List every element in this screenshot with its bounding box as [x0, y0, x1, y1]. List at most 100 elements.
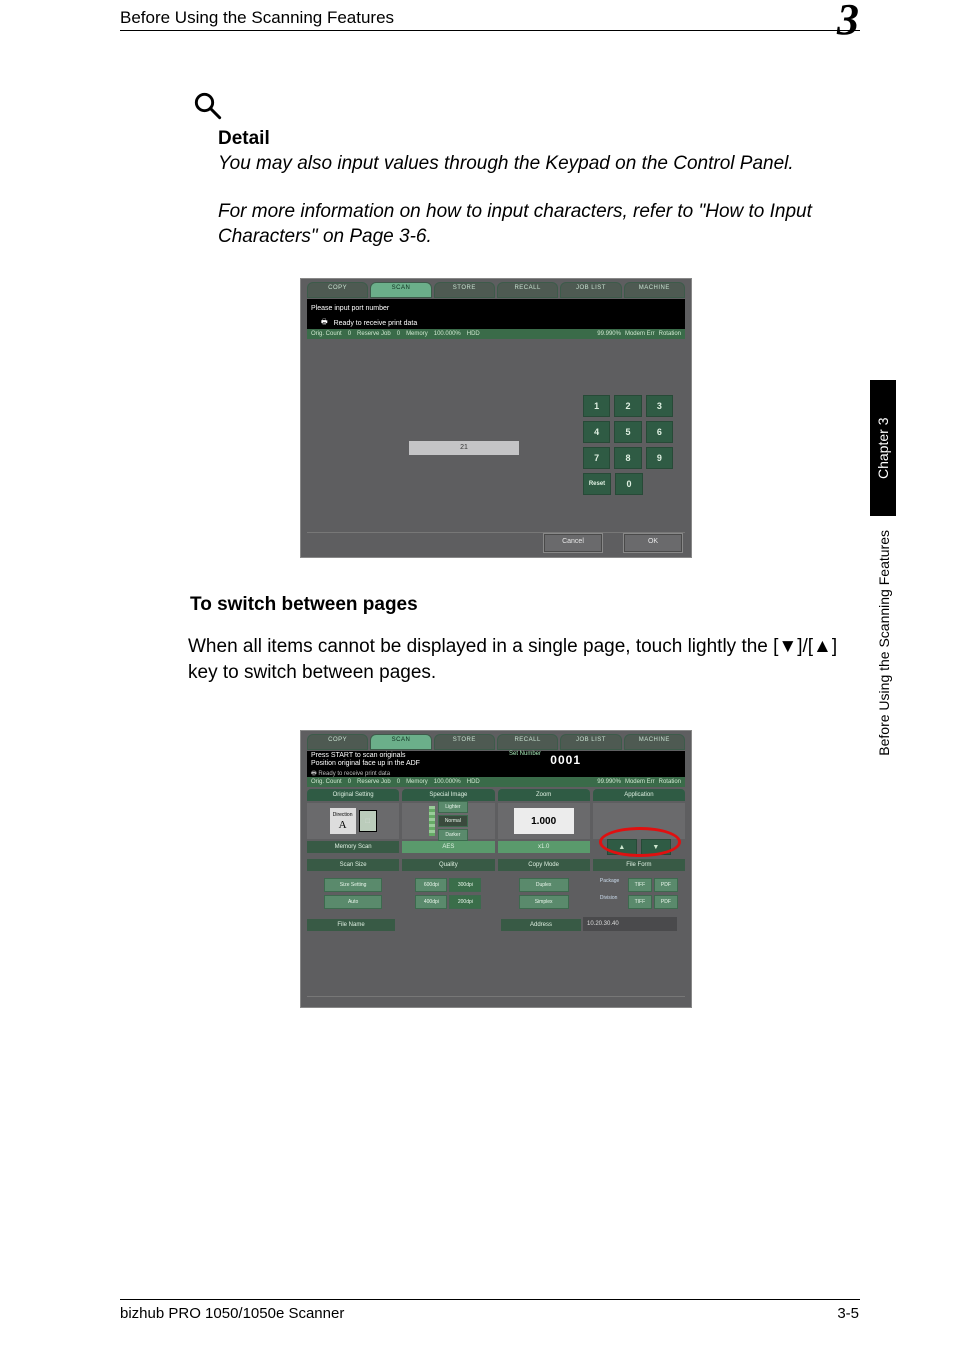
pdf-division-button[interactable]: PDF [654, 895, 678, 909]
keypad-4[interactable]: 4 [583, 421, 610, 443]
keypad-0[interactable]: 0 [615, 473, 643, 495]
dpi-400-button[interactable]: 400dpi [415, 895, 447, 909]
hdd-label: HDD [467, 331, 480, 337]
reserve-label: Reserve Job [357, 331, 391, 337]
quality-row: Size Setting Auto 600dpi 300dpi 400dpi 2… [307, 873, 685, 913]
direction-box[interactable]: Direction A [330, 808, 356, 834]
normal-button[interactable]: Normal [438, 815, 468, 827]
row3-heads: Scan Size Quality Copy Mode File Form [307, 859, 685, 871]
dpi-600-button[interactable]: 600dpi [415, 878, 447, 892]
auto-button[interactable]: Auto [324, 895, 382, 909]
shot2-foot-rule [307, 996, 685, 997]
tab-store[interactable]: STORE [434, 282, 495, 298]
address-button[interactable]: Address [501, 919, 581, 931]
darker-button[interactable]: Darker [438, 829, 468, 841]
fileform-cell: Package TIFF PDF Division TIFF PDF [593, 878, 685, 909]
mode-tabs: COPY SCAN STORE RECALL JOB LIST MACHINE [307, 282, 685, 298]
head-special[interactable]: Special Image [402, 789, 494, 801]
size-setting-button[interactable]: Size Setting [324, 878, 382, 892]
file-name-button[interactable]: File Name [307, 919, 395, 931]
detail-paragraph-1: You may also input values through the Ke… [218, 152, 848, 177]
keypad-1[interactable]: 1 [583, 395, 610, 417]
keypad-9[interactable]: 9 [646, 447, 673, 469]
tab-copy[interactable]: COPY [307, 282, 368, 298]
section-title: Before Using the Scanning Features [120, 8, 394, 28]
modem-err-2: Modem Err [625, 779, 655, 785]
shot1-title: Please input port number [311, 305, 389, 312]
address-value: 10.20.30.40 [583, 917, 677, 931]
division-label: Division [600, 895, 626, 909]
tab-machine[interactable]: MACHINE [624, 282, 685, 298]
orientation-icon[interactable]: ⬚ [359, 810, 377, 832]
reserve-value-2: 0 [397, 779, 400, 785]
footer-page-number: 3-5 [837, 1305, 859, 1322]
cancel-button[interactable]: Cancel [543, 533, 603, 553]
info-strip: Orig. Count 0 Reserve Job 0 Memory 100.0… [307, 329, 685, 339]
hdd-value-2: 99.990% [597, 779, 621, 785]
detail-paragraph-2: For more information on how to input cha… [218, 200, 848, 249]
shot2-status-text: Ready to receive print data [318, 771, 390, 777]
keypad-8[interactable]: 8 [614, 447, 641, 469]
tab-scan[interactable]: SCAN [370, 282, 431, 298]
keypad-2[interactable]: 2 [614, 395, 641, 417]
tiff-division-button[interactable]: TIFF [628, 895, 652, 909]
zoom-cell: 1.000 [498, 803, 590, 839]
memory-scan-button[interactable]: Memory Scan [307, 841, 399, 853]
switch-pages-heading: To switch between pages [190, 594, 418, 616]
application-cell [593, 803, 685, 839]
port-number-input[interactable]: 21 [409, 441, 519, 455]
simplex-button[interactable]: Simplex [519, 895, 569, 909]
keypad-7[interactable]: 7 [583, 447, 610, 469]
direction-letter: A [339, 819, 347, 831]
printer-icon: 🖶 [321, 318, 328, 329]
head-original[interactable]: Original Setting [307, 789, 399, 801]
side-section-label: Before Using the Scanning Features [876, 530, 892, 756]
shot1-status: Ready to receive print data [334, 320, 418, 327]
rotation: Rotation [659, 331, 681, 337]
page-down-button[interactable]: ▼ [641, 839, 671, 855]
reserve-value: 0 [397, 331, 400, 337]
info-strip-2: Orig. Count 0 Reserve Job 0 Memory 100.0… [307, 777, 685, 787]
keypad-3[interactable]: 3 [646, 395, 673, 417]
copymode-cell: Duplex Simplex [498, 878, 590, 909]
set-number-label: Set Number [509, 751, 541, 757]
dpi-200-button[interactable]: 200dpi [449, 895, 481, 909]
tiff-package-button[interactable]: TIFF [628, 878, 652, 892]
magnifier-icon [194, 92, 222, 120]
tab-joblist[interactable]: JOB LIST [560, 282, 621, 298]
pdf-package-button[interactable]: PDF [654, 878, 678, 892]
tab-copy-2[interactable]: COPY [307, 734, 368, 750]
memory-value-2: 100.000% [434, 779, 461, 785]
footer-rule [120, 1299, 860, 1300]
memory-label-2: Memory [406, 779, 428, 785]
dpi-300-button[interactable]: 300dpi [449, 878, 481, 892]
shot2-title2: Position original face up in the ADF [311, 760, 420, 767]
memory-value: 100.000% [434, 331, 461, 337]
aes-button[interactable]: AES [402, 841, 494, 853]
tab-store-2[interactable]: STORE [434, 734, 495, 750]
head-zoom[interactable]: Zoom [498, 789, 590, 801]
row2-heads: Memory Scan AES x1.0 ▲ ▼ [307, 841, 685, 853]
tab-joblist-2[interactable]: JOB LIST [560, 734, 621, 750]
copy-mode-head[interactable]: Copy Mode [498, 859, 590, 871]
x1-button[interactable]: x1.0 [498, 841, 590, 853]
file-form-head[interactable]: File Form [593, 859, 685, 871]
zoom-value: 1.000 [514, 808, 574, 834]
keypad-reset[interactable]: Reset [583, 473, 611, 495]
tab-scan-2[interactable]: SCAN [370, 734, 431, 750]
screenshot-scan-settings: COPY SCAN STORE RECALL JOB LIST MACHINE … [300, 730, 692, 1008]
rotation-2: Rotation [659, 779, 681, 785]
lighter-button[interactable]: Lighter [438, 801, 468, 813]
head-application[interactable]: Application [593, 789, 685, 801]
keypad-6[interactable]: 6 [646, 421, 673, 443]
keypad-5[interactable]: 5 [614, 421, 641, 443]
density-slider[interactable] [429, 806, 435, 836]
tab-recall[interactable]: RECALL [497, 282, 558, 298]
page-up-button[interactable]: ▲ [607, 839, 637, 855]
duplex-button[interactable]: Duplex [519, 878, 569, 892]
tab-machine-2[interactable]: MACHINE [624, 734, 685, 750]
ok-button[interactable]: OK [623, 533, 683, 553]
tab-recall-2[interactable]: RECALL [497, 734, 558, 750]
quality-head[interactable]: Quality [402, 859, 494, 871]
scan-size-head[interactable]: Scan Size [307, 859, 399, 871]
